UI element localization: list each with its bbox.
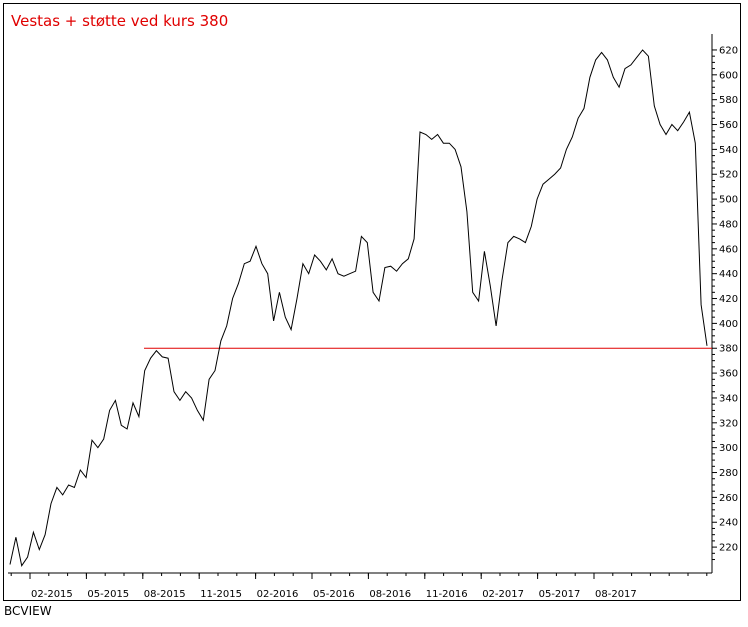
x-tick-label: 05-2016: [313, 589, 355, 600]
y-tick-label: 580: [719, 95, 738, 106]
y-tick-label: 320: [719, 418, 738, 429]
x-tick-label: 05-2017: [539, 589, 581, 600]
x-tick-label: 08-2015: [144, 589, 186, 600]
y-tick-label: 260: [719, 493, 738, 504]
x-tick-label: 08-2016: [369, 589, 411, 600]
y-tick-label: 420: [719, 294, 738, 305]
price-chart: 220 240 260 280 300 320 340 360 380 400 420 440 460 4…: [8, 34, 738, 600]
y-tick-label: 440: [719, 269, 738, 280]
x-tick-label: 11-2015: [200, 589, 242, 600]
x-tick-label: 02-2017: [482, 589, 524, 600]
y-tick-label: 480: [719, 219, 738, 230]
y-tick-label: 240: [719, 518, 738, 529]
y-tick-label: 280: [719, 468, 738, 479]
y-tick-label: 460: [719, 244, 738, 255]
chart-title: Vestas + støtte ved kurs 380: [11, 12, 229, 30]
y-tick-label: 560: [719, 120, 738, 131]
y-tick-label: 500: [719, 195, 738, 206]
y-tick-label: 620: [719, 45, 738, 56]
y-tick-label: 360: [719, 369, 738, 380]
y-tick-label: 340: [719, 393, 738, 404]
x-tick-label: 11-2016: [426, 589, 468, 600]
y-tick-label: 380: [719, 344, 738, 355]
x-tick-label: 08-2017: [595, 589, 637, 600]
source-label: BCVIEW: [4, 604, 52, 618]
y-tick-label: 520: [719, 170, 738, 181]
chart-frame: 220 240 260 280 300 320 340 360 380 400 420 440 460 4…: [3, 3, 741, 601]
y-tick-label: 400: [719, 319, 738, 330]
y-tick-label: 300: [719, 443, 738, 454]
y-tick-label: 600: [719, 70, 738, 81]
x-tick-label: 02-2015: [31, 589, 73, 600]
y-tick-label: 220: [719, 543, 738, 554]
price-line: [9, 49, 708, 567]
x-tick-label: 05-2015: [87, 589, 129, 600]
y-tick-label: 540: [719, 145, 738, 156]
x-tick-label: 02-2016: [257, 589, 299, 600]
